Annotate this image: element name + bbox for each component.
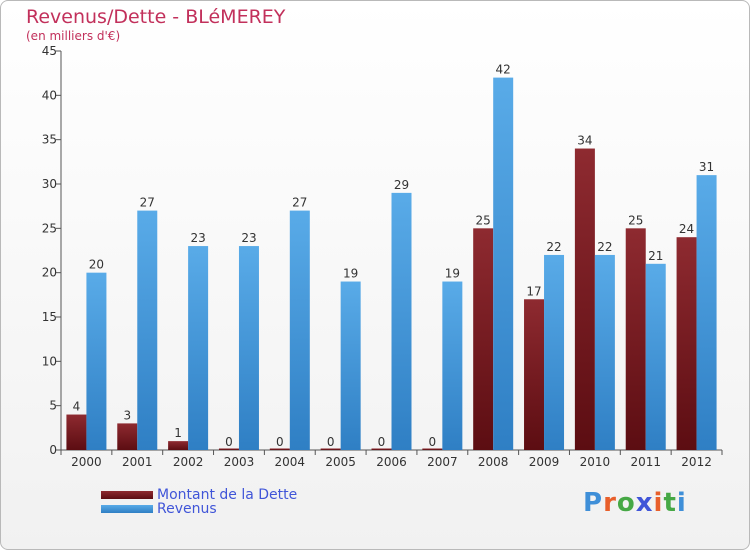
logo-letter: o: [616, 488, 636, 518]
bar-dette: [524, 299, 545, 450]
y-tick-label: 10: [42, 354, 57, 368]
y-tick-label: 15: [42, 310, 57, 324]
bar-revenus: [493, 77, 514, 450]
data-label: 34: [577, 134, 592, 148]
bar-revenus: [696, 175, 717, 450]
x-tick-label: 2006: [376, 455, 407, 469]
y-tick-label: 40: [42, 88, 57, 102]
data-label: 0: [327, 435, 335, 449]
proxiti-logo: Proxiti: [583, 488, 687, 518]
x-tick-label: 2012: [681, 455, 712, 469]
x-tick-label: 2003: [224, 455, 255, 469]
data-label: 4: [73, 400, 81, 414]
data-label: 17: [526, 284, 541, 298]
data-label: 0: [225, 435, 233, 449]
data-label: 25: [628, 213, 643, 227]
bar-dette: [117, 423, 138, 450]
data-label: 29: [394, 178, 409, 192]
legend-item-revenus: Revenus: [101, 501, 217, 517]
legend-item-dette: Montant de la Dette: [101, 487, 297, 503]
chart-title: Revenus/Dette - BLéMEREY: [26, 6, 286, 28]
bar-revenus: [594, 254, 615, 450]
x-tick-label: 2010: [580, 455, 611, 469]
data-label: 25: [476, 213, 491, 227]
data-label: 22: [546, 240, 561, 254]
bar-revenus: [544, 254, 565, 450]
logo-letter: P: [583, 488, 604, 518]
x-tick-label: 2009: [529, 455, 560, 469]
data-label: 0: [378, 435, 386, 449]
data-label: 31: [699, 160, 714, 174]
data-label: 21: [648, 249, 663, 263]
y-tick-label: 45: [42, 44, 57, 58]
bar-dette: [269, 448, 290, 450]
x-tick-label: 2002: [173, 455, 204, 469]
bar-dette: [66, 414, 87, 450]
legend-label-revenus: Revenus: [157, 501, 217, 517]
x-tick-label: 2005: [325, 455, 356, 469]
data-label: 19: [445, 267, 460, 281]
data-label: 27: [140, 196, 155, 210]
bar-dette: [422, 448, 443, 450]
legend-swatch-revenus: [101, 505, 153, 513]
data-label: 0: [276, 435, 284, 449]
data-label: 20: [89, 258, 104, 272]
y-tick-label: 20: [42, 266, 57, 280]
bar-revenus: [391, 192, 412, 450]
bar-revenus: [340, 281, 361, 450]
bar-dette: [218, 448, 239, 450]
data-label: 0: [429, 435, 437, 449]
legend-swatch-dette: [101, 491, 153, 499]
bar-revenus: [238, 246, 259, 450]
y-tick-label: 25: [42, 221, 57, 235]
y-tick-label: 0: [49, 443, 57, 457]
bar-dette: [320, 448, 341, 450]
x-tick-label: 2004: [275, 455, 306, 469]
data-label: 42: [496, 63, 511, 77]
y-tick-label: 5: [49, 399, 57, 413]
data-label: 22: [597, 240, 612, 254]
bar-dette: [574, 148, 595, 451]
data-label: 24: [679, 222, 694, 236]
data-label: 3: [123, 408, 131, 422]
bars: [66, 77, 717, 451]
x-tick-label: 2001: [122, 455, 153, 469]
logo-letter: x: [635, 488, 654, 518]
bar-dette: [676, 237, 697, 450]
logo-letter: r: [603, 488, 617, 518]
y-tick-label: 35: [42, 133, 57, 147]
data-label: 27: [292, 196, 307, 210]
bar-revenus: [188, 246, 209, 450]
y-tick-label: 30: [42, 177, 57, 191]
bar-dette: [168, 441, 189, 450]
bar-dette: [473, 228, 494, 450]
x-tick-label: 2011: [630, 455, 661, 469]
x-tick-label: 2008: [478, 455, 509, 469]
logo-letter: i: [676, 488, 687, 518]
bar-revenus: [442, 281, 463, 450]
chart-subtitle: (en milliers d'€): [26, 29, 121, 43]
data-label: 23: [190, 231, 205, 245]
bar-dette: [371, 448, 392, 450]
bar-revenus: [86, 272, 107, 450]
x-tick-label: 2007: [427, 455, 458, 469]
logo-letter: t: [663, 488, 677, 518]
bar-revenus: [645, 263, 666, 450]
x-tick-label: 2000: [71, 455, 102, 469]
data-label: 23: [241, 231, 256, 245]
bar-revenus: [289, 210, 310, 450]
data-label: 19: [343, 267, 358, 281]
bar-dette: [625, 228, 646, 450]
data-label: 1: [174, 426, 182, 440]
logo-letter: i: [653, 488, 664, 518]
bar-revenus: [137, 210, 158, 450]
legend-label-dette: Montant de la Dette: [157, 487, 298, 503]
